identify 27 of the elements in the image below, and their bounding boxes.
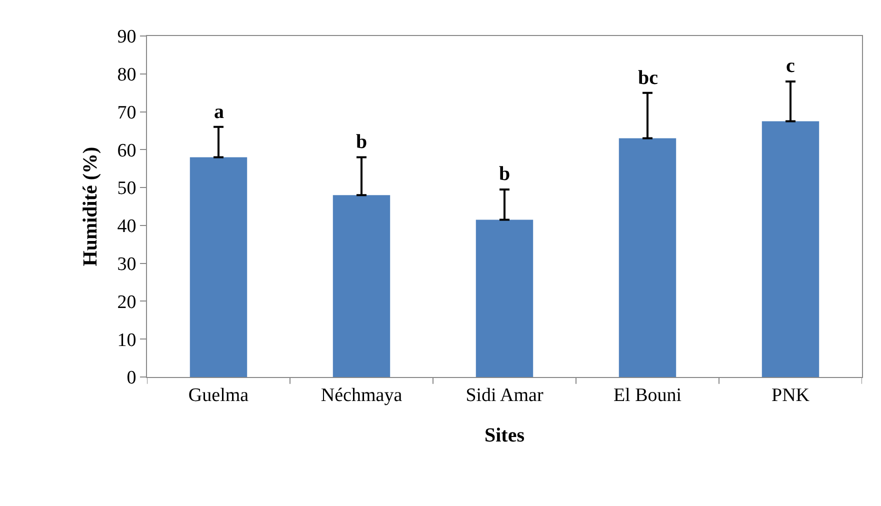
y-tick-label: 90 bbox=[117, 26, 136, 48]
y-tick-label: 10 bbox=[117, 330, 136, 351]
x-tick-label: Guelma bbox=[188, 384, 250, 406]
bar bbox=[618, 138, 676, 377]
x-tick-label: El Bouni bbox=[613, 384, 682, 406]
y-tick-label: 50 bbox=[117, 178, 136, 200]
bar bbox=[332, 195, 390, 377]
y-tick-label: 70 bbox=[117, 102, 136, 124]
bar bbox=[190, 157, 248, 377]
annotation: b bbox=[356, 131, 368, 153]
x-tick-label: PNK bbox=[771, 384, 810, 406]
annotation: bc bbox=[638, 67, 658, 89]
bar bbox=[476, 220, 534, 377]
y-tick-label: 0 bbox=[126, 368, 136, 389]
y-tick-label: 20 bbox=[117, 292, 136, 313]
y-tick-label: 30 bbox=[117, 254, 136, 275]
bar bbox=[762, 121, 820, 377]
annotation: c bbox=[786, 55, 795, 77]
annotation: b bbox=[499, 163, 510, 185]
y-axis-title: Humidité (%) bbox=[80, 146, 102, 266]
x-axis-title: Sites bbox=[484, 424, 525, 446]
x-tick-label: Sidi Amar bbox=[466, 384, 544, 406]
y-tick-label: 80 bbox=[117, 64, 136, 86]
y-tick-label: 60 bbox=[117, 140, 136, 162]
y-tick-label: 40 bbox=[117, 216, 136, 238]
annotation: a bbox=[214, 101, 224, 123]
x-tick-label: Néchmaya bbox=[320, 384, 403, 406]
